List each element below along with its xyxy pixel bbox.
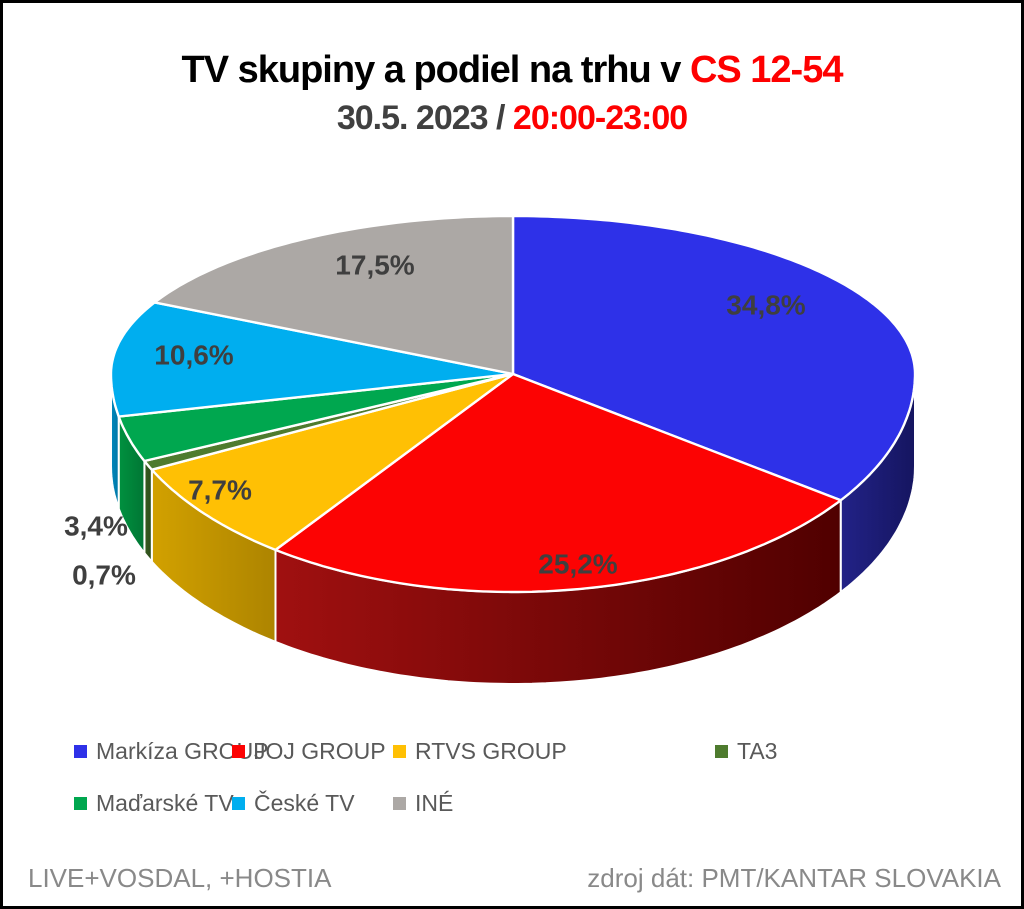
legend-swatch-icon (393, 796, 406, 810)
pie-slice-2[interactable] (274, 372, 842, 594)
legend-swatch-icon (232, 796, 245, 810)
legend: Markíza GROUP JOJ GROUP RTVS GROUP TA3 Maďar… (74, 738, 974, 848)
legend-swatch-icon (232, 744, 245, 758)
legend-item-7[interactable]: INÉ (393, 790, 453, 816)
legend-swatch-icon (74, 796, 87, 810)
pie-slice-6[interactable] (109, 301, 515, 418)
legend-label: TA3 (737, 737, 778, 764)
legend-item-5[interactable]: Maďarské TV (74, 790, 234, 816)
subtitle-date: 30.5. 2023 / (336, 99, 506, 137)
pie-data-label-2: 25,2% (538, 549, 617, 580)
pie-chart: 34,8% 25,2% 7,7% 0,7% 3,4% 10,6% 17,5% (64, 214, 917, 685)
pie-slice-side-4 (143, 460, 153, 563)
pie-data-label-7: 17,5% (335, 250, 414, 281)
legend-swatch-icon (393, 744, 406, 758)
pie-data-label-1: 34,8% (726, 290, 805, 321)
legend-swatch-icon (74, 744, 87, 758)
pie-slice-7[interactable] (153, 214, 515, 376)
legend-item-6[interactable]: České TV (232, 790, 355, 816)
pie-data-label-4: 0,7% (72, 560, 136, 591)
legend-swatch-icon (715, 744, 728, 758)
page-subtitle: 30.5. 2023 / 20:00-23:00 (3, 99, 1021, 138)
pie-data-label-6: 10,6% (154, 340, 233, 371)
legend-label: INÉ (415, 789, 454, 816)
footer-note-measurement: LIVE+VOSDAL, +HOSTIA (28, 863, 332, 893)
pie-slice-3[interactable] (150, 372, 515, 552)
page-title-main: TV skupiny a podiel na trhu v (181, 49, 682, 91)
legend-label: JOJ GROUP (254, 737, 386, 764)
legend-item-2[interactable]: JOJ GROUP (232, 738, 386, 764)
pie-data-label-5: 3,4% (64, 511, 128, 542)
legend-label: Maďarské TV (96, 789, 234, 816)
legend-label: České TV (254, 789, 355, 816)
pie-slice-1[interactable] (511, 214, 917, 502)
pie-slice-5[interactable] (117, 372, 515, 463)
footer-note-source: zdroj dát: PMT/KANTAR SLOVAKIA (587, 863, 1001, 893)
page-title: TV skupiny a podiel na trhu v CS 12-54 (3, 49, 1021, 92)
legend-label: RTVS GROUP (415, 737, 567, 764)
legend-item-3[interactable]: RTVS GROUP (393, 738, 567, 764)
legend-item-4[interactable]: TA3 (715, 738, 777, 764)
page-title-target-group: CS 12-54 (689, 49, 844, 91)
pie-data-label-3: 7,7% (188, 475, 252, 506)
subtitle-timeband: 20:00-23:00 (512, 99, 688, 137)
